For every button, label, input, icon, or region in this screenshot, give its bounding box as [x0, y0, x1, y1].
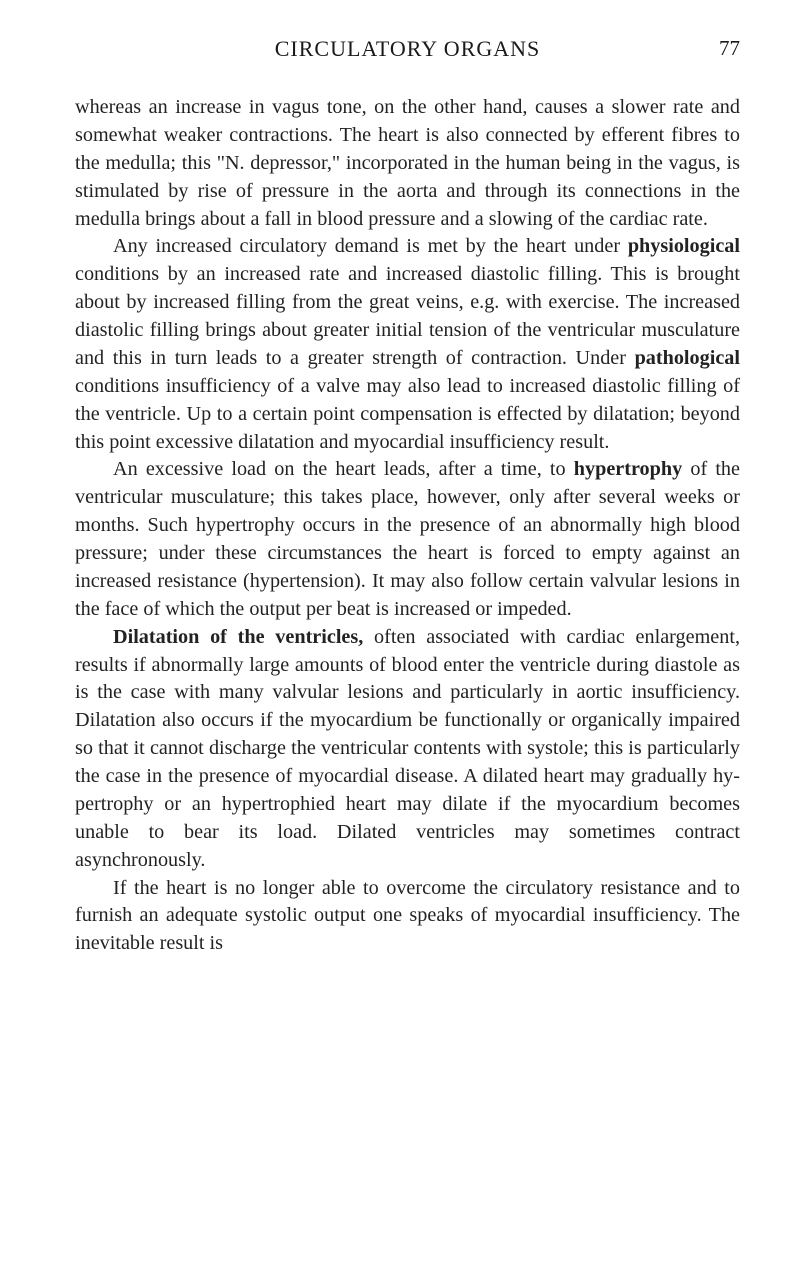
page-header: CIRCULATORY ORGANS 77: [75, 36, 740, 62]
header-title: CIRCULATORY ORGANS: [275, 36, 541, 62]
page-number: 77: [719, 36, 740, 61]
text-span: conditions insuffi­ciency of a valve may…: [75, 375, 740, 453]
text-span: Any increased circulatory demand is met …: [113, 235, 628, 257]
text-span: whereas an increase in vagus tone, on th…: [75, 96, 740, 230]
paragraph-2: Any increased circulatory demand is met …: [75, 233, 740, 456]
bold-term: physiological: [628, 235, 740, 257]
paragraph-4: Dilatation of the ventricles, often asso…: [75, 624, 740, 875]
bold-term: pathological: [635, 347, 740, 369]
paragraph-1: whereas an increase in vagus tone, on th…: [75, 94, 740, 233]
bold-term: Dilatation of the ventricles,: [113, 626, 363, 648]
text-span: If the heart is no longer able to overco…: [75, 877, 740, 955]
text-span: An excessive load on the heart leads, af…: [113, 458, 574, 480]
bold-term: hypertrophy: [574, 458, 682, 480]
body-text: whereas an increase in vagus tone, on th…: [75, 94, 740, 958]
text-span: of the ventricular musculature; this tak…: [75, 458, 740, 619]
paragraph-5: If the heart is no longer able to overco…: [75, 875, 740, 959]
paragraph-3: An excessive load on the heart leads, af…: [75, 456, 740, 623]
text-span: often associated with cardiac enlargemen…: [75, 626, 740, 871]
